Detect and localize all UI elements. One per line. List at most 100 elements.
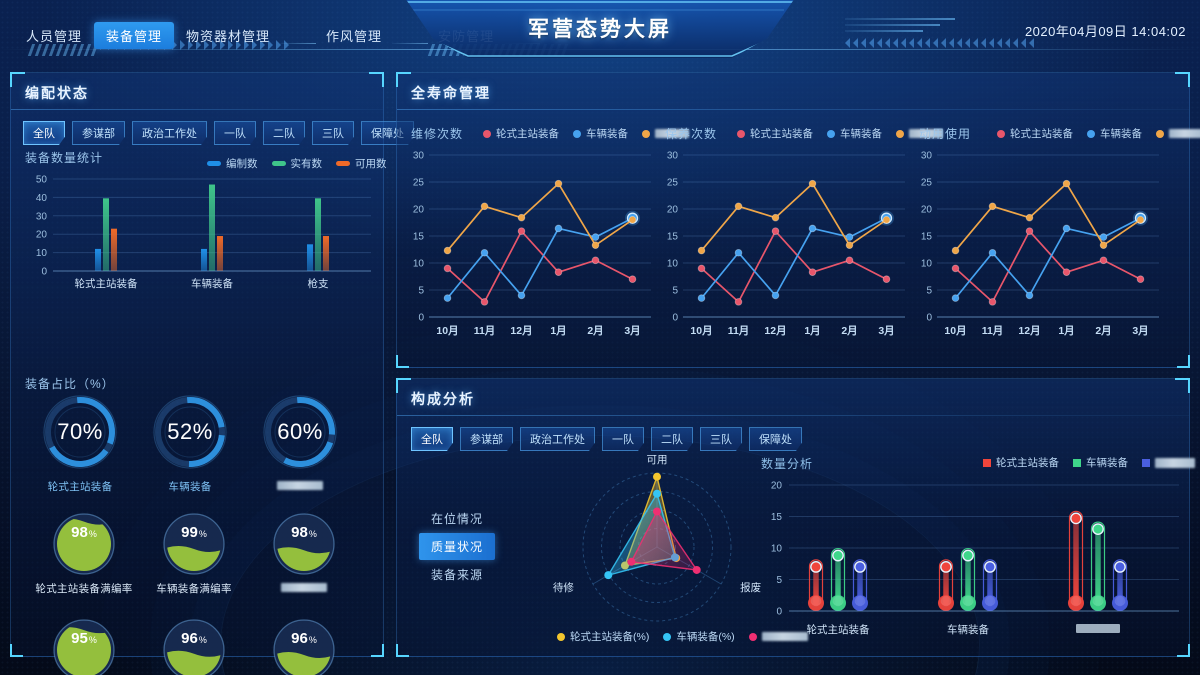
life-chart-0-legend: 轮式主站装备 车辆装备 [483,126,689,141]
comp-chip-1[interactable]: 参谋部 [460,427,513,451]
svg-text:0: 0 [776,607,782,618]
panel-life-header-divider [397,109,1189,110]
svg-text:12月: 12月 [1018,325,1040,337]
bar-legend-0: 编制数 [207,156,258,171]
title-banner: 军营态势大屏 [380,0,820,58]
liquid-gauge-shape-0 [53,513,115,575]
panel-comp-title: 构成分析 [411,391,475,407]
life-legend-1-0-label: 轮式主站装备 [750,128,813,140]
left-chip-3[interactable]: 一队 [214,121,256,145]
svg-text:5: 5 [418,286,424,297]
liquid-gauge-value-3: 95 [71,630,88,647]
ratio-gauge-label-1: 车辆装备 [168,481,212,493]
svg-text:报废: 报废 [740,581,761,594]
nav-item-1[interactable]: 装备管理 [94,22,175,49]
svg-text:5: 5 [672,286,678,297]
svg-text:10: 10 [771,544,783,555]
left-chip-0[interactable]: 全队 [23,121,65,145]
liquid-gauge-value-1: 99 [181,524,198,541]
ratio-gauge-ring-1 [153,395,227,469]
life-legend-0-1-label: 车辆装备 [586,128,628,140]
comp-filter-chips[interactable]: 全队 参谋部 政治工作处 一队 二队 三队 保障处 [411,427,802,451]
quantity-analysis-title: 数量分析 [761,457,814,471]
qa-legend-1: 车辆装备 [1073,455,1128,470]
ratio-gauge-1: 52% [151,393,229,471]
svg-text:车辆装备: 车辆装备 [947,623,989,636]
svg-text:0: 0 [41,267,47,278]
liquid-gauge-value-4: 96 [181,630,198,647]
svg-text:轮式主站装备: 轮式主站装备 [75,277,138,290]
life-legend-0-1: 车辆装备 [573,126,628,141]
svg-text:1月: 1月 [1058,325,1074,337]
left-chip-1[interactable]: 参谋部 [72,121,125,145]
liquid-gauge-shape-2 [273,513,335,575]
svg-text:30: 30 [667,151,679,162]
bar-chart-title: 装备数量统计 [25,151,104,165]
panel-life-title: 全寿命管理 [411,85,491,101]
comp-chip-3[interactable]: 一队 [602,427,644,451]
life-legend-0-0: 轮式主站装备 [483,126,559,141]
svg-text:25: 25 [921,178,933,189]
svg-text:枪支: 枪支 [308,277,329,290]
svg-text:11月: 11月 [982,325,1004,337]
svg-text:2月: 2月 [841,325,857,337]
svg-text:轮式主站装备: 轮式主站装备 [807,623,870,636]
nav-item-3[interactable]: 作风管理 [326,29,383,44]
comp-side-tab-0[interactable]: 在位情况 [431,512,484,526]
bar-legend-1: 实有数 [271,156,322,171]
comp-chip-5[interactable]: 三队 [700,427,742,451]
svg-text:1月: 1月 [550,325,566,337]
life-chart-0-title: 维修次数 [411,127,464,141]
svg-text:5: 5 [926,286,932,297]
liquid-gauge-shape-3 [53,619,115,675]
comp-chip-0[interactable]: 全队 [411,427,453,451]
comp-chip-4[interactable]: 二队 [651,427,693,451]
radar-legend-2-redacted [761,632,808,641]
svg-text:10: 10 [667,259,679,270]
liquid-gauge-1: 99% [163,513,225,575]
nav-item-0[interactable]: 人员管理 [26,29,83,44]
liquid-gauge-unit-0: % [88,529,97,539]
panel-composition-analysis: 构成分析 全队 参谋部 政治工作处 一队 二队 三队 保障处 在位情况 质量状况… [396,378,1195,657]
svg-text:10月: 10月 [944,325,966,337]
main-navigation[interactable]: 人员管理 装备管理 物资器材管理 作风管理 安防管理 [14,22,541,49]
liquid-gauge-label-2 [229,581,379,593]
svg-text:10: 10 [413,259,425,270]
ratio-section-title: 装备占比（%） [25,377,115,391]
quantity-analysis-bar-chart: 0 5 10 15 20 轮式主站装备 车辆装备 [771,481,1179,636]
liquid-gauge-shape-1 [163,513,225,575]
liquid-gauge-value-5: 96 [291,630,308,647]
comp-chip-2[interactable]: 政治工作处 [520,427,595,451]
left-chip-2[interactable]: 政治工作处 [132,121,207,145]
left-chip-5[interactable]: 三队 [312,121,354,145]
nav-item-2[interactable]: 物资器材管理 [186,29,271,44]
panel-comp-header-divider [397,415,1189,416]
svg-text:15: 15 [771,512,783,523]
svg-text:10: 10 [921,259,933,270]
liquid-gauge-shape-5 [273,619,335,675]
left-chip-4[interactable]: 二队 [263,121,305,145]
liquid-gauge-4: 96% [163,619,225,675]
ratio-gauge-label-redacted-2 [277,480,323,490]
left-filter-chips[interactable]: 全队 参谋部 政治工作处 一队 二队 三队 保障处 [23,121,414,145]
svg-text:0: 0 [926,313,932,324]
liquid-gauge-unit-5: % [308,635,317,645]
liquid-gauge-label-redacted-2 [281,582,327,592]
comp-chip-6[interactable]: 保障处 [749,427,802,451]
header-speed-lines-left [845,18,965,36]
life-chart-2-legend: 轮式主站装备 车辆装备 [997,126,1200,141]
comp-side-tab-1[interactable]: 质量状况 [419,533,496,560]
svg-text:10月: 10月 [436,325,458,337]
svg-text:2月: 2月 [587,325,603,337]
life-legend-2-0: 轮式主站装备 [997,126,1073,141]
panel-left-title: 编配状态 [25,85,89,101]
life-chart-1-legend: 轮式主站装备 车辆装备 [737,126,943,141]
panel-left-header-divider [11,109,383,110]
comp-side-tab-2[interactable]: 装备来源 [431,568,484,582]
quantity-analysis-legend: 轮式主站装备 车辆装备 [983,455,1195,470]
ratio-gauge-value-1: 52% [167,419,213,444]
svg-text:12月: 12月 [510,325,532,337]
svg-text:30: 30 [413,151,425,162]
liquid-gauge-value-2: 98 [291,524,308,541]
qa-legend-0: 轮式主站装备 [983,455,1059,470]
